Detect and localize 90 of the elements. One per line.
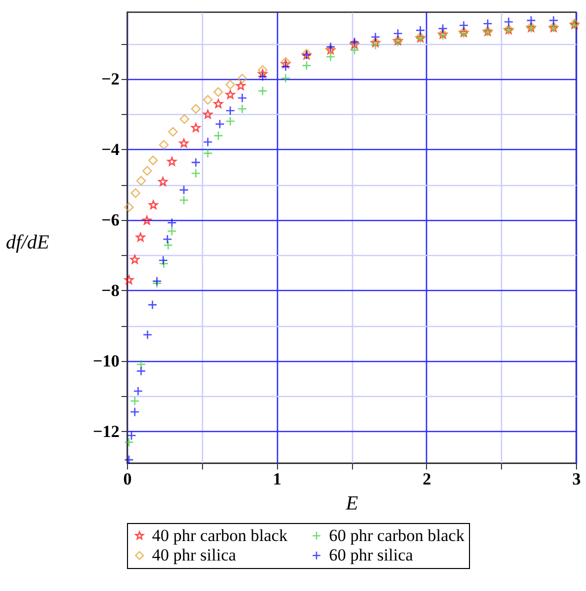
point bbox=[258, 65, 268, 75]
point bbox=[142, 216, 152, 225]
point bbox=[237, 93, 248, 103]
point bbox=[214, 119, 225, 129]
point bbox=[148, 300, 158, 310]
point bbox=[130, 407, 140, 417]
point bbox=[162, 234, 172, 244]
point bbox=[302, 60, 312, 70]
point bbox=[167, 218, 177, 228]
x-tick-label: 1 bbox=[272, 470, 282, 488]
point bbox=[258, 69, 268, 78]
point bbox=[438, 24, 448, 34]
y-axis-title: df/dE bbox=[6, 232, 50, 254]
point bbox=[225, 80, 236, 90]
point bbox=[326, 42, 336, 52]
point bbox=[124, 275, 134, 284]
point bbox=[504, 17, 514, 27]
point bbox=[226, 90, 235, 99]
point bbox=[213, 130, 224, 141]
point bbox=[179, 185, 189, 195]
point bbox=[458, 20, 469, 30]
x-tick-label: 3 bbox=[572, 470, 581, 488]
point bbox=[237, 74, 248, 84]
x-tick-label: 0 bbox=[123, 470, 132, 488]
y-tick-label: −4 bbox=[101, 140, 120, 159]
point bbox=[526, 16, 536, 26]
point bbox=[136, 232, 146, 242]
y-tick-label: −2 bbox=[101, 69, 120, 88]
point bbox=[548, 16, 558, 26]
point bbox=[225, 106, 236, 116]
legend-label: 60 phr carbon black bbox=[329, 526, 465, 545]
point bbox=[179, 195, 189, 205]
point bbox=[237, 104, 248, 114]
point bbox=[393, 28, 403, 38]
y-tick-label: −8 bbox=[101, 280, 120, 300]
point bbox=[136, 360, 146, 370]
point bbox=[258, 72, 268, 82]
point bbox=[124, 454, 134, 465]
point bbox=[225, 116, 236, 126]
point bbox=[124, 437, 134, 448]
point bbox=[180, 114, 190, 124]
point bbox=[191, 104, 201, 114]
point bbox=[280, 62, 290, 72]
x-axis-title: E bbox=[344, 492, 358, 514]
point bbox=[213, 87, 224, 97]
x-tick-label: 2 bbox=[422, 470, 432, 488]
point bbox=[136, 366, 146, 376]
point bbox=[202, 148, 213, 158]
point bbox=[370, 32, 380, 42]
point bbox=[416, 25, 426, 36]
y-tick-label: −12 bbox=[92, 422, 120, 441]
point bbox=[236, 81, 246, 90]
point bbox=[202, 137, 213, 147]
point bbox=[148, 156, 158, 166]
legend-label: 40 phr carbon black bbox=[152, 526, 288, 545]
point bbox=[167, 156, 177, 166]
y-tick-label: −6 bbox=[101, 210, 120, 230]
point bbox=[203, 110, 212, 119]
y-tick-label: −10 bbox=[92, 351, 120, 370]
point bbox=[280, 73, 290, 84]
point bbox=[124, 202, 134, 212]
point bbox=[158, 176, 168, 186]
point bbox=[136, 176, 146, 186]
point bbox=[482, 18, 493, 28]
point bbox=[148, 200, 158, 210]
point bbox=[130, 396, 140, 406]
point bbox=[191, 168, 201, 178]
point bbox=[163, 240, 173, 250]
point bbox=[168, 126, 178, 137]
point bbox=[126, 430, 136, 440]
point bbox=[214, 99, 223, 108]
point bbox=[202, 94, 213, 105]
point bbox=[158, 140, 169, 150]
point bbox=[130, 188, 140, 198]
point bbox=[191, 158, 201, 168]
point bbox=[350, 45, 360, 55]
point bbox=[370, 40, 380, 50]
point bbox=[158, 256, 168, 266]
point bbox=[258, 86, 268, 96]
legend-label: 40 phr silica bbox=[152, 546, 236, 564]
point bbox=[133, 386, 143, 396]
point bbox=[326, 52, 336, 62]
point bbox=[130, 254, 140, 264]
point bbox=[142, 166, 152, 176]
point bbox=[158, 258, 169, 268]
point bbox=[191, 123, 200, 132]
point bbox=[179, 138, 188, 148]
point bbox=[167, 226, 177, 236]
point bbox=[142, 330, 152, 340]
legend-label: 60 phr silica bbox=[329, 546, 414, 564]
